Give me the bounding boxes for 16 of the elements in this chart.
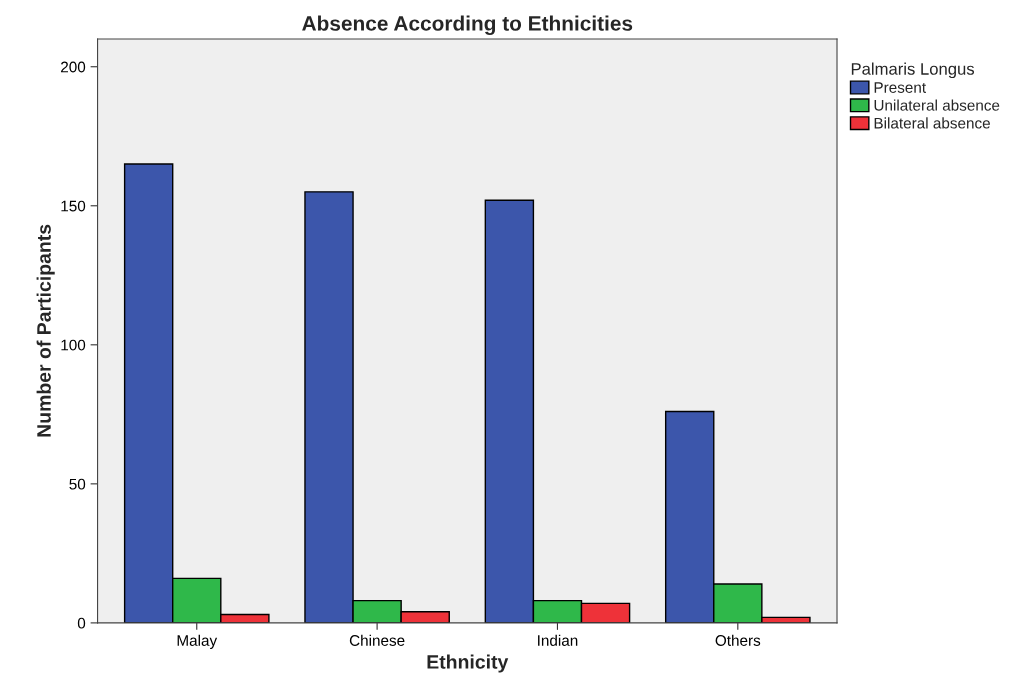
legend-title: Palmaris Longus xyxy=(851,62,975,79)
chart-title: Absence According to Ethnicities xyxy=(302,15,633,36)
x-tick-label: Malay xyxy=(177,634,218,649)
y-axis-title: Number of Participants xyxy=(36,224,55,437)
y-tick-label: 200 xyxy=(61,61,86,73)
y-tick-label: 150 xyxy=(61,200,86,212)
legend-label: Bilateral absence xyxy=(874,117,990,129)
legend-label: Present xyxy=(874,82,926,93)
x-tick-label: Indian xyxy=(538,634,578,646)
x-tick-label: Others xyxy=(715,634,761,646)
x-axis-title: Ethnicity xyxy=(427,654,509,673)
y-tick-label: 50 xyxy=(69,478,86,490)
x-tick-label: Chinese xyxy=(349,634,405,646)
y-tick-label: 100 xyxy=(61,339,86,351)
legend-label: Unilateral absence xyxy=(874,99,1000,111)
y-tick-label: 0 xyxy=(77,617,86,629)
